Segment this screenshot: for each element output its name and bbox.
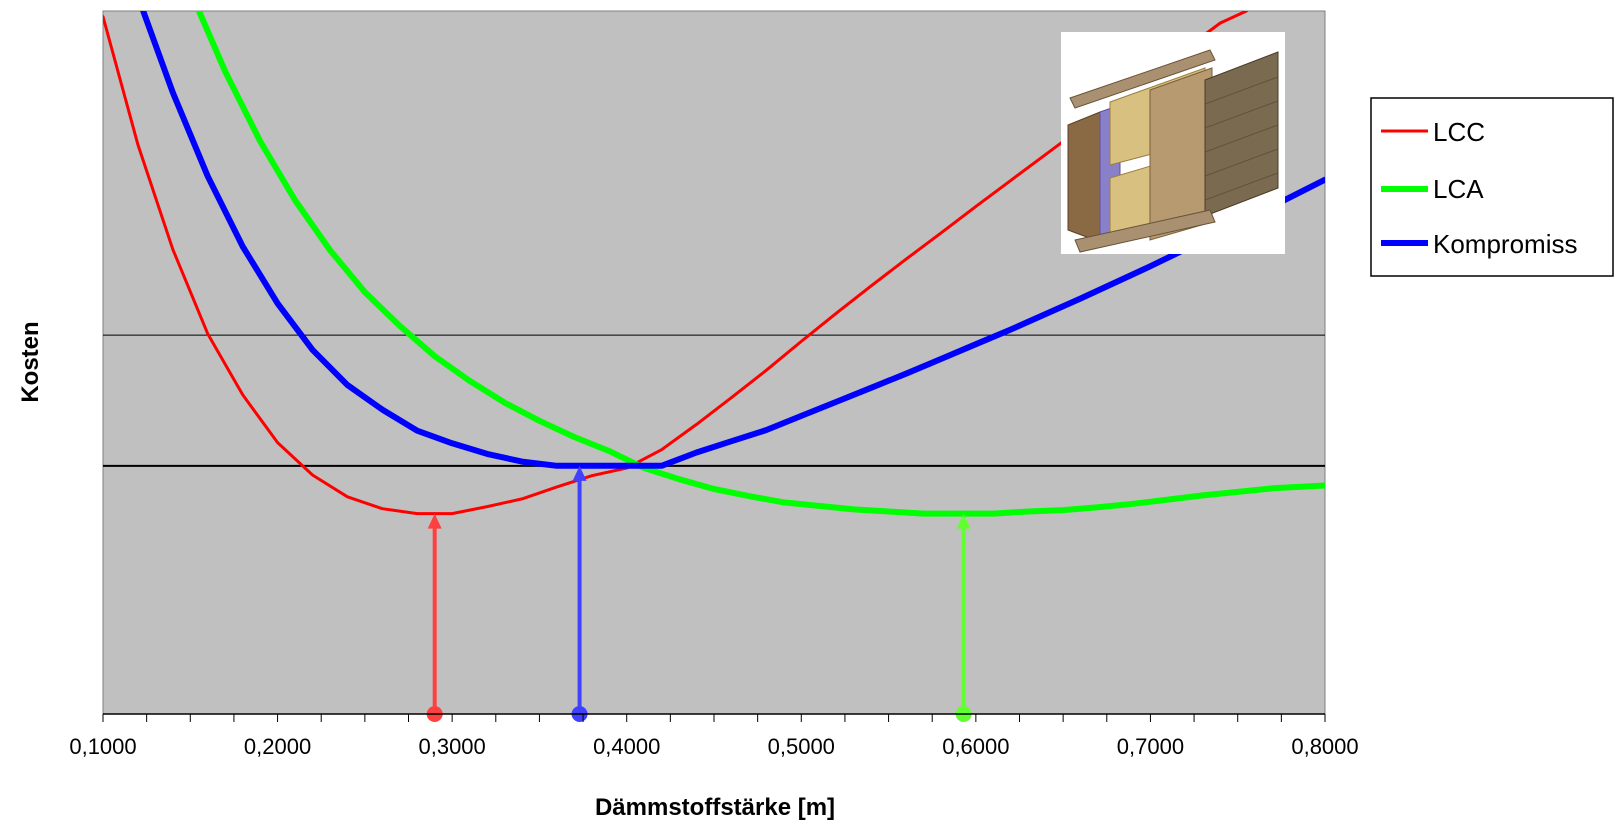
optimum-arrow-head <box>427 513 442 529</box>
optimum-markers <box>426 465 972 722</box>
x-axis-title: Dämmstoffstärke [m] <box>595 794 835 821</box>
x-axis-ticks <box>102 714 1326 722</box>
series-line-lca <box>196 11 1325 517</box>
optimum-arrow-head <box>956 513 971 529</box>
optimum-arrow-head <box>572 465 587 481</box>
y-axis-title: Kosten <box>17 321 44 402</box>
x-tick-label: 0,2000 <box>244 734 311 759</box>
optimum-marker-kompromiss <box>571 465 588 722</box>
x-axis-tick-labels: 0,1000 0,2000 0,3000 0,4000 0,5000 0,6000 0,70… <box>69 734 1358 759</box>
x-tick-label: 0,8000 <box>1291 734 1358 759</box>
reference-lines <box>103 334 1325 467</box>
legend: LCC LCA Kompromiss <box>1370 97 1614 277</box>
x-tick-label: 0,7000 <box>1117 734 1184 759</box>
x-tick-label: 0,3000 <box>418 734 485 759</box>
legend-label-lca: LCA <box>1433 174 1484 204</box>
building-cross-section-image <box>1061 32 1285 254</box>
x-tick-label: 0,4000 <box>593 734 660 759</box>
x-tick-label: 0,6000 <box>942 734 1009 759</box>
series-line-lcc <box>103 11 1248 516</box>
legend-label-lcc: LCC <box>1433 117 1485 147</box>
legend-label-kompromiss: Kompromiss <box>1433 229 1577 259</box>
x-tick-label: 0,1000 <box>69 734 136 759</box>
series-line-kompromiss <box>140 11 1325 469</box>
x-tick-label: 0,5000 <box>768 734 835 759</box>
series-group <box>103 11 1325 517</box>
